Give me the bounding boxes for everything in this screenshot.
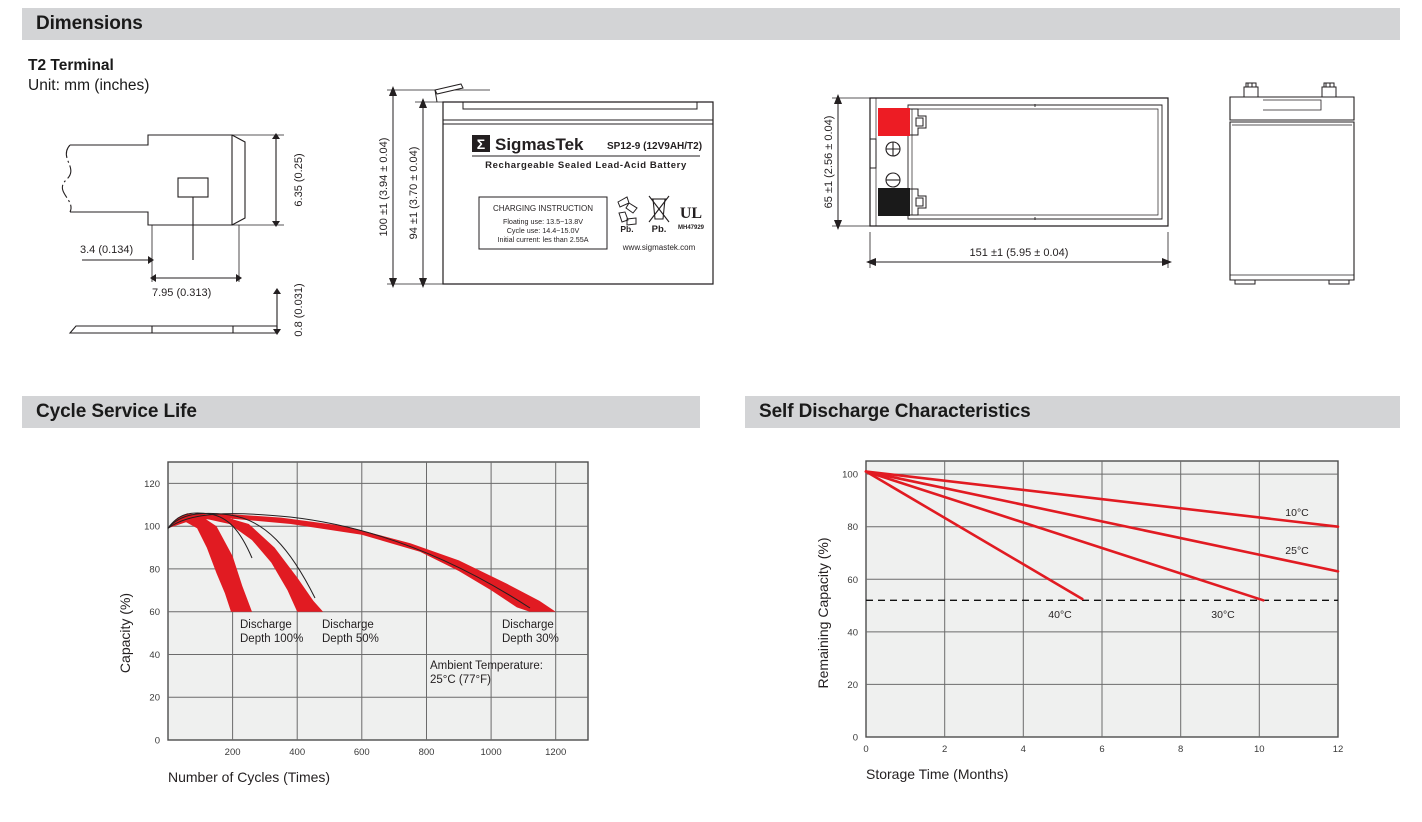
cycle-ytick-80: 80 <box>149 564 160 575</box>
brand-name: SigmasTek <box>495 135 584 154</box>
section-title-cycle-life: Cycle Service Life <box>36 401 197 422</box>
dim-terminal-height: 6.35 (0.25) <box>293 153 305 206</box>
brand-mark: Σ <box>477 136 485 152</box>
charging-line-1: Floating use: 13.5~13.8V <box>503 217 583 226</box>
positive-terminal-pad <box>878 108 910 136</box>
grid-lines <box>866 461 1338 737</box>
line-30c <box>864 470 1265 602</box>
cycle-ytick-20: 20 <box>149 693 160 704</box>
line-40c <box>864 470 1084 601</box>
annotation-ambient-line1: Ambient Temperature: <box>430 660 543 672</box>
cycle-xtick-200: 200 <box>225 747 241 758</box>
dim-total-height: 100 ±1 (3.94 ± 0.04) <box>378 138 390 237</box>
sd-xtick-0: 0 <box>863 744 868 755</box>
sd-ytick-40: 40 <box>847 627 858 638</box>
sd-xtick-12: 12 <box>1333 744 1344 755</box>
sd-ytick-20: 20 <box>847 680 858 691</box>
dim-case-height: 94 ±1 (3.70 ± 0.04) <box>408 147 420 240</box>
recycle-icon <box>617 196 638 226</box>
cycle-xtick-1000: 1000 <box>481 747 502 758</box>
sd-xtick-8: 8 <box>1178 744 1183 755</box>
battery-front-view: Σ SigmasTek SP12-9 (12V9AH/T2) Rechargea… <box>375 72 775 302</box>
sd-ytick-60: 60 <box>847 575 858 586</box>
sd-xtick-6: 6 <box>1099 744 1104 755</box>
series-label-10c: 10°C <box>1285 507 1309 519</box>
charging-line-3: Initial current: les than 2.55A <box>497 235 588 244</box>
sd-ytick-0: 0 <box>853 733 858 744</box>
series-lines <box>864 470 1340 602</box>
battery-side-view <box>1225 75 1385 290</box>
dim-terminal-offset: 3.4 (0.134) <box>80 244 133 256</box>
sd-ytick-80: 80 <box>847 522 858 533</box>
section-title-dimensions: Dimensions <box>36 13 143 34</box>
cycle-ytick-100: 100 <box>144 522 160 533</box>
cycle-xtick-400: 400 <box>289 747 305 758</box>
website-label: www.sigmastek.com <box>622 243 696 252</box>
dim-terminal-thickness: 0.8 (0.031) <box>293 283 305 336</box>
band-dod-50 <box>168 513 324 612</box>
recycle-label: Pb. <box>620 224 633 234</box>
series-label-40c: 40°C <box>1048 609 1072 621</box>
sd-xtick-4: 4 <box>1021 744 1026 755</box>
annotation-dod-30-line1: Discharge <box>502 619 554 631</box>
dim-length: 151 ±1 (5.95 ± 0.04) <box>970 247 1069 259</box>
negative-terminal-pad <box>878 188 910 216</box>
t2-terminal-drawing: 6.35 (0.25) 3.4 (0.134) 7.95 (0.313) 0.8… <box>40 120 330 350</box>
positive-polarity-icon <box>885 141 901 157</box>
crossed-bin-icon <box>648 195 670 223</box>
cycle-xtick-800: 800 <box>419 747 435 758</box>
cycle-y-axis-label: Capacity (%) <box>117 593 133 673</box>
negative-polarity-icon <box>885 172 901 188</box>
terminal-type-label: T2 Terminal <box>28 57 114 74</box>
annotation-dod-30-line2: Depth 30% <box>502 633 559 645</box>
battery-type-line: Rechargeable Sealed Lead-Acid Battery <box>485 160 687 171</box>
cycle-x-axis-label: Number of Cycles (Times) <box>168 769 330 785</box>
section-header-cycle-life: Cycle Service Life <box>22 396 700 428</box>
annotation-dod-50-line1: Discharge <box>322 619 374 631</box>
bin-label: Pb. <box>652 224 667 235</box>
battery-model: SP12-9 (12V9AH/T2) <box>607 141 702 152</box>
section-title-self-discharge: Self Discharge Characteristics <box>759 401 1031 422</box>
section-header-dimensions: Dimensions <box>22 8 1400 40</box>
cycle-ytick-120: 120 <box>144 479 160 490</box>
cycle-ytick-0: 0 <box>155 736 160 747</box>
cycle-xtick-1200: 1200 <box>545 747 566 758</box>
annotation-dod-50-line2: Depth 50% <box>322 633 379 645</box>
chart-self-discharge: 0 20 40 60 80 100 0 2 4 6 8 10 12 10°C 2… <box>810 448 1370 788</box>
sd-y-axis-label: Remaining Capacity (%) <box>815 538 831 689</box>
line-10c <box>864 470 1340 528</box>
band-dod-100 <box>168 513 252 612</box>
ul-file-number: MH47929 <box>678 225 705 231</box>
dim-terminal-width: 7.95 (0.313) <box>152 287 211 299</box>
sd-xtick-10: 10 <box>1254 744 1265 755</box>
ul-mark: UL <box>680 205 702 222</box>
cycle-ytick-60: 60 <box>149 607 160 618</box>
sd-ytick-100: 100 <box>842 470 858 481</box>
band-dod-30 <box>168 513 556 612</box>
sd-x-axis-label: Storage Time (Months) <box>866 766 1008 782</box>
charging-heading: CHARGING INSTRUCTION <box>493 204 593 213</box>
unit-note-label: Unit: mm (inches) <box>28 77 150 94</box>
series-label-30c: 30°C <box>1211 609 1235 621</box>
annotation-ambient-line2: 25°C (77°F) <box>430 674 491 686</box>
annotation-dod-100-line2: Depth 100% <box>240 633 303 645</box>
battery-top-view: 65 ±1 (2.56 ± 0.04) 151 ±1 (5.95 ± 0.04) <box>790 82 1210 282</box>
section-header-self-discharge: Self Discharge Characteristics <box>745 396 1400 428</box>
cycle-ytick-40: 40 <box>149 650 160 661</box>
cycle-xtick-600: 600 <box>354 747 370 758</box>
dim-depth: 65 ±1 (2.56 ± 0.04) <box>823 116 835 209</box>
sd-xtick-2: 2 <box>942 744 947 755</box>
charging-line-2: Cycle use: 14.4~15.0V <box>507 226 580 235</box>
chart-cycle-service-life: 0 20 40 60 80 100 120 200 400 600 800 10… <box>110 448 630 788</box>
series-bands <box>167 512 556 612</box>
series-label-25c: 25°C <box>1285 545 1309 557</box>
line-25c <box>864 470 1340 573</box>
annotation-dod-100-line1: Discharge <box>240 619 292 631</box>
